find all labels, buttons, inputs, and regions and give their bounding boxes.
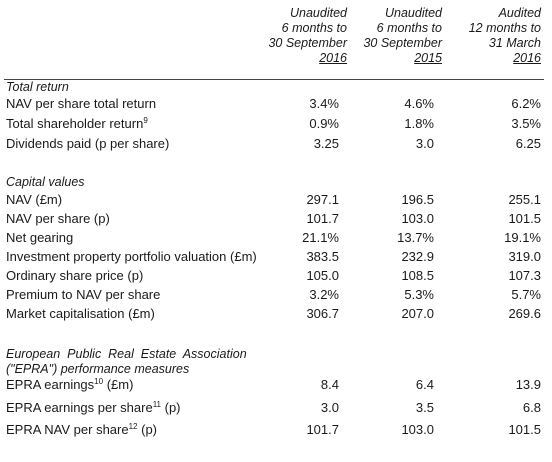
value-cell: 3.4% (309, 96, 339, 111)
row-label: Net gearing (6, 230, 74, 245)
value-cell: 196.5 (401, 192, 434, 207)
value-cell: 13.9 (515, 377, 541, 392)
column-header-h1-2015: Unaudited 6 months to 30 September 2015 (363, 6, 442, 66)
value-cell: 5.7% (511, 287, 541, 302)
header-divider (4, 79, 544, 80)
footnote-ref: 10 (94, 377, 104, 386)
value-cell: 6.25 (515, 136, 541, 151)
column-header-fy-2016: Audited 12 months to 31 March 2016 (469, 6, 541, 66)
value-cell: 3.5% (511, 116, 541, 131)
column-header-line: 2016 (319, 51, 347, 65)
table-row: Ordinary share price (p) 105.0 108.5 107… (6, 267, 544, 285)
row-label: Total shareholder return9 (6, 116, 148, 131)
footnote-ref: 11 (152, 400, 162, 409)
value-cell: 3.0 (415, 136, 434, 151)
column-header-line: Audited (498, 6, 541, 20)
value-cell: 8.4 (320, 377, 339, 392)
table-row: Net gearing 21.1% 13.7% 19.1% (6, 229, 544, 247)
table-row: Investment property portfolio valuation … (6, 248, 544, 266)
row-label: NAV (£m) (6, 192, 63, 207)
column-header-line: 30 September (268, 36, 347, 50)
value-cell: 6.8 (522, 400, 541, 415)
row-label: Premium to NAV per share (6, 287, 161, 302)
value-cell: 306.7 (306, 306, 339, 321)
value-cell: 101.7 (306, 211, 339, 226)
value-cell: 103.0 (401, 211, 434, 226)
table-row: EPRA earnings10 (£m) 8.4 6.4 13.9 (6, 376, 544, 394)
section-title-line: European Public Real Estate Association (6, 347, 247, 361)
row-label: NAV per share (p) (6, 211, 110, 226)
table-row: Premium to NAV per share 3.2% 5.3% 5.7% (6, 286, 544, 304)
footnote-ref: 12 (128, 422, 138, 431)
column-header-line: 12 months to (468, 21, 541, 35)
section-title-line: ("EPRA") performance measures (6, 362, 190, 376)
row-label: Investment property portfolio valuation … (6, 249, 257, 264)
value-cell: 103.0 (401, 422, 434, 437)
value-cell: 3.0 (320, 400, 339, 415)
value-cell: 13.7% (397, 230, 434, 245)
row-label: EPRA earnings10 (£m) (6, 377, 134, 392)
column-header-line: 2015 (414, 51, 442, 65)
column-header-line: 30 September (363, 36, 442, 50)
value-cell: 3.5 (415, 400, 434, 415)
section-title-capital-values: Capital values (6, 175, 85, 189)
table-row: Market capitalisation (£m) 306.7 207.0 2… (6, 305, 544, 323)
value-cell: 297.1 (306, 192, 339, 207)
table-row: NAV per share (p) 101.7 103.0 101.5 (6, 210, 544, 228)
row-label: Dividends paid (p per share) (6, 136, 170, 151)
value-cell: 101.7 (306, 422, 339, 437)
value-cell: 0.9% (309, 116, 339, 131)
value-cell: 207.0 (401, 306, 434, 321)
value-cell: 1.8% (404, 116, 434, 131)
row-label: EPRA NAV per share12 (p) (6, 422, 157, 437)
table-row: NAV per share total return 3.4% 4.6% 6.2… (6, 95, 544, 113)
value-cell: 3.2% (309, 287, 339, 302)
value-cell: 108.5 (401, 268, 434, 283)
value-cell: 21.1% (302, 230, 339, 245)
value-cell: 107.3 (508, 268, 541, 283)
row-label: NAV per share total return (6, 96, 157, 111)
column-header-line: Unaudited (290, 6, 347, 20)
column-header-line: 6 months to (281, 21, 347, 35)
value-cell: 3.25 (313, 136, 339, 151)
value-cell: 6.4 (415, 377, 434, 392)
value-cell: 19.1% (504, 230, 541, 245)
column-header-line: 31 March (488, 36, 541, 50)
table-row: Dividends paid (p per share) 3.25 3.0 6.… (6, 135, 544, 153)
value-cell: 269.6 (508, 306, 541, 321)
value-cell: 232.9 (401, 249, 434, 264)
value-cell: 5.3% (404, 287, 434, 302)
table-row: EPRA earnings per share11 (p) 3.0 3.5 6.… (6, 399, 544, 417)
row-label: Ordinary share price (p) (6, 268, 144, 283)
column-header-line: 6 months to (376, 21, 442, 35)
table-row: EPRA NAV per share12 (p) 101.7 103.0 101… (6, 421, 544, 439)
value-cell: 319.0 (508, 249, 541, 264)
footnote-ref: 9 (143, 116, 148, 125)
table-row: Total shareholder return9 0.9% 1.8% 3.5% (6, 115, 544, 133)
row-label: EPRA earnings per share11 (p) (6, 400, 181, 415)
value-cell: 105.0 (306, 268, 339, 283)
section-title-epra: European Public Real Estate Association … (6, 347, 247, 377)
table-row: NAV (£m) 297.1 196.5 255.1 (6, 191, 544, 209)
value-cell: 6.2% (511, 96, 541, 111)
value-cell: 255.1 (508, 192, 541, 207)
section-title-total-return: Total return (6, 80, 69, 94)
value-cell: 383.5 (306, 249, 339, 264)
value-cell: 101.5 (508, 422, 541, 437)
column-header-line: 2016 (513, 51, 541, 65)
column-header-line: Unaudited (385, 6, 442, 20)
row-label: Market capitalisation (£m) (6, 306, 155, 321)
column-header-h1-2016: Unaudited 6 months to 30 September 2016 (268, 6, 347, 66)
value-cell: 4.6% (404, 96, 434, 111)
value-cell: 101.5 (508, 211, 541, 226)
